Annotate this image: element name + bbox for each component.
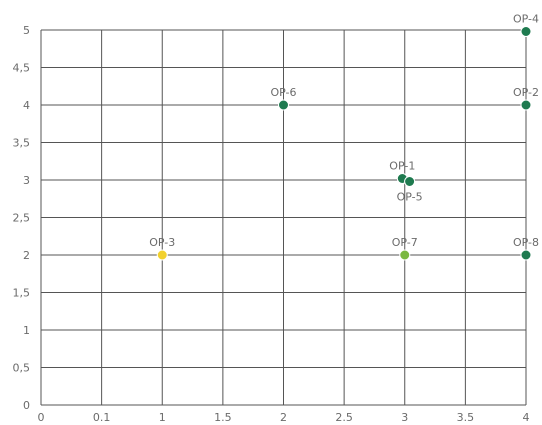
x-tick-label: 3.5: [457, 411, 475, 424]
x-tick-label: 2.5: [335, 411, 353, 424]
y-tick-label: 2: [23, 249, 30, 262]
x-axis-ticks: 0 0.1 1 1.5 2 2.5 3 3.5 4: [38, 411, 530, 424]
grid: [40, 29, 527, 406]
data-point: [156, 249, 168, 261]
data-point-label: OP-5: [397, 191, 423, 204]
data-point-label: OP-1: [389, 160, 415, 173]
data-point: [520, 249, 532, 261]
data-point: [520, 26, 532, 37]
y-tick-label: 1,5: [13, 287, 31, 300]
data-point: [404, 176, 416, 187]
x-tick-label: 4: [523, 411, 530, 424]
y-tick-label: 4,5: [13, 62, 31, 75]
y-tick-label: 0: [23, 399, 30, 412]
x-tick-label: 1.5: [214, 411, 232, 424]
y-tick-label: 3: [23, 174, 30, 187]
data-point: [278, 99, 289, 111]
y-tick-label: 1: [23, 324, 30, 337]
y-tick-label: 0,5: [13, 362, 31, 375]
y-tick-label: 2,5: [13, 212, 31, 225]
data-point-label: OP-7: [392, 236, 418, 249]
x-tick-label: 1: [159, 411, 166, 424]
x-tick-label: 3: [401, 411, 408, 424]
data-point-label: OP-8: [513, 236, 539, 249]
x-tick-label: 0.1: [93, 411, 111, 424]
x-tick-label: 2: [280, 411, 287, 424]
y-tick-label: 4: [23, 99, 30, 112]
y-axis-ticks: 0 0,5 1 1,5 2 2,5 3 3,5 4 4,5 5: [13, 24, 31, 412]
data-point: [399, 249, 411, 261]
data-points: OP-1 OP-2 OP-3 OP-4 OP-5 OP-6 OP-7 OP-8: [149, 13, 539, 261]
data-point-label: OP-3: [149, 236, 175, 249]
y-tick-label: 5: [23, 24, 30, 37]
data-point-label: OP-6: [270, 86, 296, 99]
data-point-label: OP-2: [513, 86, 539, 99]
y-tick-label: 3,5: [13, 137, 31, 150]
x-tick-label: 0: [38, 411, 45, 424]
data-point: [520, 99, 532, 111]
data-point-label: OP-4: [513, 13, 539, 26]
